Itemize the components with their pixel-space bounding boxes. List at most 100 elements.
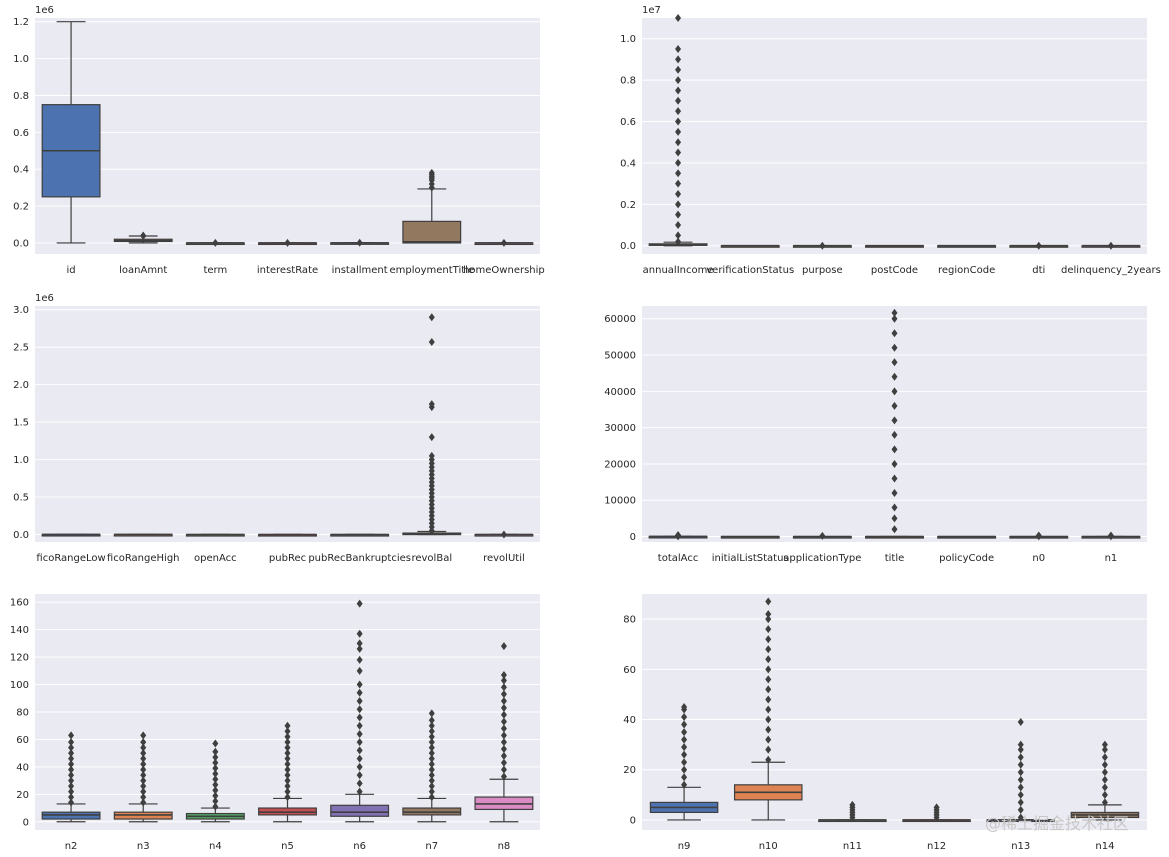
outlier-point — [681, 773, 688, 782]
outlier-point — [500, 670, 507, 679]
outlier-point — [140, 754, 147, 763]
outlier-point — [675, 158, 682, 167]
outlier-point — [68, 765, 75, 774]
outlier-point — [891, 416, 898, 425]
outlier-point — [428, 776, 435, 785]
x-tick-label-pubRecBankruptcies: pubRecBankruptcies — [308, 553, 411, 564]
y-tick-label: 120 — [10, 653, 29, 664]
outlier-point — [1017, 768, 1024, 777]
outlier-point — [212, 797, 219, 806]
outlier-point — [356, 644, 363, 653]
y-tick-label: 30000 — [604, 423, 636, 434]
x-tick-label-openAcc: openAcc — [194, 553, 237, 564]
outlier-point — [891, 503, 898, 512]
x-tick-label-homeOwnership: homeOwnership — [463, 265, 545, 276]
outlier-point — [356, 697, 363, 706]
outlier-point — [428, 433, 435, 442]
outlier-point — [212, 739, 219, 748]
x-tick-label-purpose: purpose — [802, 265, 843, 276]
x-tick-label-regionCode: regionCode — [938, 265, 995, 276]
outlier-point — [428, 760, 435, 769]
outlier-point — [428, 716, 435, 725]
y-tick-label: 0.4 — [13, 165, 29, 176]
outlier-point — [500, 703, 507, 712]
outlier-point — [500, 710, 507, 719]
outlier-point — [891, 430, 898, 439]
x-tick-label-delinquency_2years: delinquency_2years — [1061, 265, 1161, 276]
outlier-point — [675, 86, 682, 95]
outlier-point — [765, 735, 772, 744]
y-tick-label: 2.5 — [13, 343, 29, 354]
outlier-point — [891, 445, 898, 454]
outlier-point — [1017, 775, 1024, 784]
outlier-point — [356, 779, 363, 788]
outlier-point — [212, 791, 219, 800]
axis-offset-label: 1e7 — [642, 5, 661, 16]
outlier-point — [500, 765, 507, 774]
outlier-point — [284, 793, 291, 802]
y-tick-label: 60 — [623, 665, 636, 676]
x-tick-label-n13: n13 — [1011, 841, 1030, 852]
outlier-point — [428, 337, 435, 346]
outlier-point — [68, 738, 75, 747]
outlier-point — [68, 771, 75, 780]
outlier-point — [140, 738, 147, 747]
outlier-point — [681, 758, 688, 767]
outlier-point — [765, 705, 772, 714]
outlier-point — [675, 14, 682, 22]
y-tick-label: 0.2 — [13, 202, 29, 213]
outlier-point — [356, 721, 363, 730]
outlier-point — [765, 715, 772, 724]
outlier-point — [428, 738, 435, 747]
outlier-point — [140, 765, 147, 774]
outlier-point — [891, 488, 898, 497]
outlier-point — [428, 732, 435, 741]
outlier-point — [891, 525, 898, 534]
axis-offset-label: 1e6 — [35, 5, 54, 16]
outlier-point — [428, 168, 435, 177]
y-tick-label: 0.0 — [13, 530, 29, 541]
y-tick-label: 40000 — [604, 387, 636, 398]
outlier-point — [765, 610, 772, 619]
outlier-point — [1101, 790, 1108, 799]
outlier-point — [1017, 790, 1024, 799]
outlier-point — [765, 635, 772, 644]
outlier-point — [891, 308, 898, 317]
outlier-point — [284, 760, 291, 769]
outlier-point — [1101, 768, 1108, 777]
outlier-point — [68, 787, 75, 796]
outlier-point — [681, 735, 688, 744]
boxplot-panel-5: 0 20 40 60 80 100 120 140 160 n2 n3 n4 n5 n6 n7 n8 — [10, 594, 540, 852]
outlier-point — [1107, 241, 1114, 250]
axis-offset-label: 1e6 — [35, 293, 54, 304]
outlier-point — [428, 754, 435, 763]
outlier-point — [356, 705, 363, 714]
outlier-point — [140, 782, 147, 791]
outlier-point — [765, 685, 772, 694]
outlier-point — [891, 329, 898, 338]
outlier-point — [675, 189, 682, 198]
x-tick-label-policyCode: policyCode — [939, 553, 994, 564]
x-tick-label-n6: n6 — [353, 841, 366, 852]
outlier-point — [356, 599, 363, 608]
outlier-point — [140, 798, 147, 807]
outlier-point — [284, 721, 291, 730]
outlier-point — [1035, 531, 1042, 540]
outlier-point — [500, 690, 507, 699]
outlier-point — [284, 732, 291, 741]
outlier-point — [675, 221, 682, 230]
outlier-point — [68, 793, 75, 802]
x-tick-label-applicationType: applicationType — [783, 553, 861, 564]
x-tick-label-installment: installment — [332, 265, 388, 276]
y-tick-label: 80 — [623, 615, 636, 626]
y-tick-label: 0.8 — [13, 91, 29, 102]
outlier-point — [675, 107, 682, 116]
outlier-point — [681, 728, 688, 737]
outlier-point — [212, 802, 219, 811]
outlier-point — [356, 762, 363, 771]
outlier-point — [500, 751, 507, 760]
outlier-point — [356, 680, 363, 689]
outlier-point — [212, 769, 219, 778]
box-n6 — [330, 804, 390, 817]
outlier-point — [212, 764, 219, 773]
